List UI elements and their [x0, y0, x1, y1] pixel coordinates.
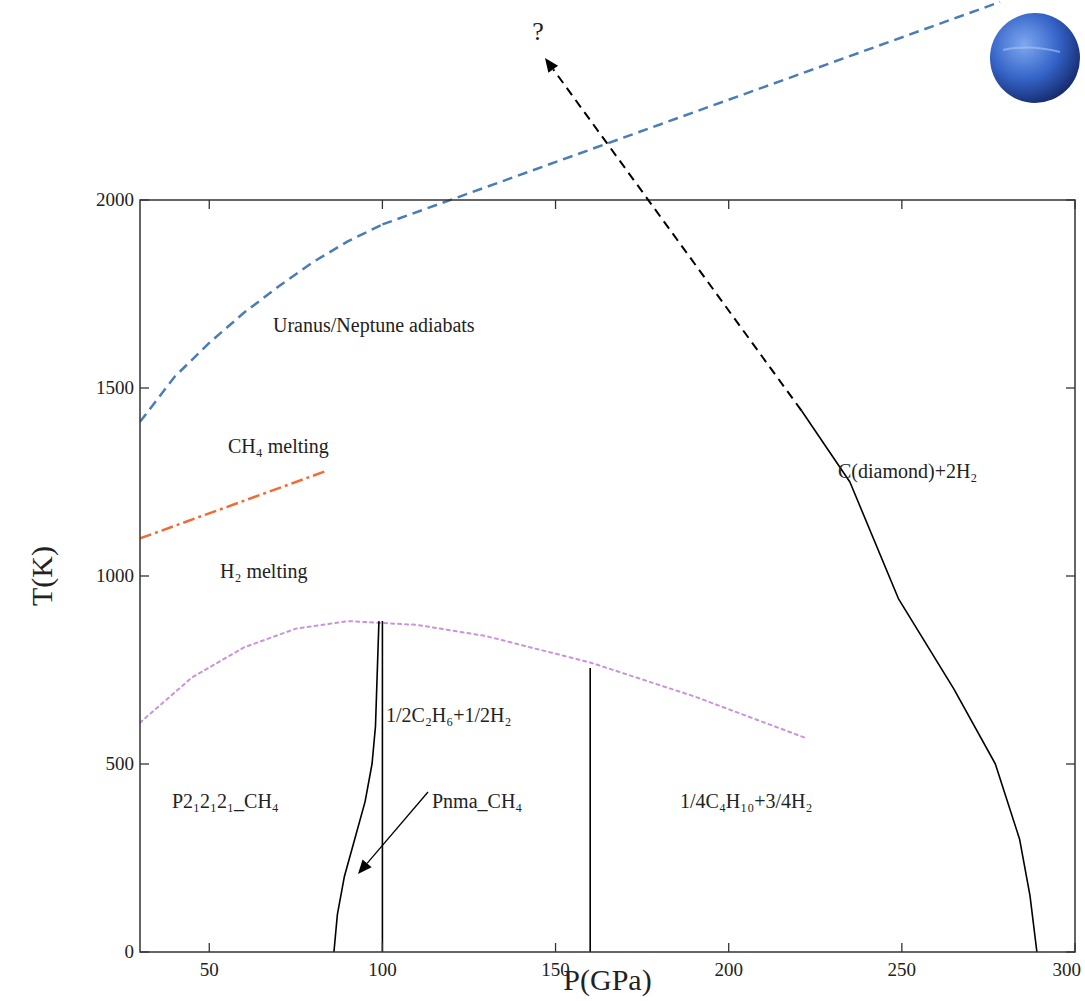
plot-frame	[140, 200, 1075, 952]
y-tick-label: 2000	[96, 189, 134, 210]
phase-boundary	[801, 411, 1036, 952]
curve-label: H₂ melting	[220, 560, 308, 583]
x-tick	[728, 200, 729, 209]
y-tick	[1066, 575, 1075, 576]
question-arrow	[553, 69, 801, 410]
x-tick	[1074, 200, 1075, 209]
x-tick	[901, 200, 902, 209]
curve-label: Uranus/Neptune adiabats	[273, 314, 475, 337]
x-tick	[1074, 943, 1075, 952]
annotation: 1/4C₄H₁₀+3/4H₂	[680, 790, 813, 812]
y-tick	[1066, 763, 1075, 764]
question-arrow-head	[545, 58, 558, 73]
adiabat-extension	[382, 2, 1000, 224]
curve	[140, 471, 327, 539]
x-tick	[209, 200, 210, 209]
annotation: P2₁2₁2₁_CH₄	[172, 790, 279, 812]
y-tick-label: 0	[125, 941, 135, 962]
pnma-pointer	[367, 792, 428, 863]
x-axis-title: P(GPa)	[563, 963, 651, 997]
annotation: Pnma_CH₄	[432, 790, 522, 812]
y-tick-label: 500	[106, 753, 135, 774]
y-tick-label: 1500	[96, 377, 134, 398]
phase-boundary	[334, 621, 379, 952]
x-tick	[728, 943, 729, 952]
x-tick-label: 200	[714, 959, 743, 980]
phase-boundary	[589, 668, 591, 952]
annotation: C(diamond)+2H₂	[838, 460, 977, 483]
y-tick	[140, 387, 149, 388]
curve	[140, 621, 805, 738]
y-axis-title: T(K)	[25, 546, 59, 606]
x-tick	[382, 200, 383, 209]
x-tick-label: 100	[368, 959, 397, 980]
x-tick-label: 50	[200, 959, 219, 980]
x-tick	[901, 943, 902, 952]
y-tick-label: 1000	[96, 565, 134, 586]
x-tick	[382, 943, 383, 952]
chart: 501001502002503000500100015002000P(GPa)T…	[0, 0, 1085, 1001]
curve-label: CH₄ melting	[228, 435, 329, 458]
x-tick	[555, 943, 556, 952]
x-tick-label: 300	[1053, 959, 1082, 980]
y-tick	[140, 575, 149, 576]
y-tick	[140, 199, 149, 200]
x-tick	[555, 200, 556, 209]
annotation: 1/2C₂H₆+1/2H₂	[386, 704, 512, 726]
neptune-band	[1003, 47, 1060, 52]
x-tick	[209, 943, 210, 952]
pnma-pointer-head	[358, 859, 372, 874]
plot-lines	[140, 224, 1037, 952]
annotation: ?	[532, 17, 544, 46]
y-tick	[140, 951, 149, 952]
y-tick	[1066, 387, 1075, 388]
y-tick	[1066, 951, 1075, 952]
y-tick	[1066, 199, 1075, 200]
y-tick	[140, 763, 149, 764]
neptune	[990, 13, 1080, 103]
x-tick-label: 250	[888, 959, 917, 980]
phase-boundary	[382, 621, 384, 952]
